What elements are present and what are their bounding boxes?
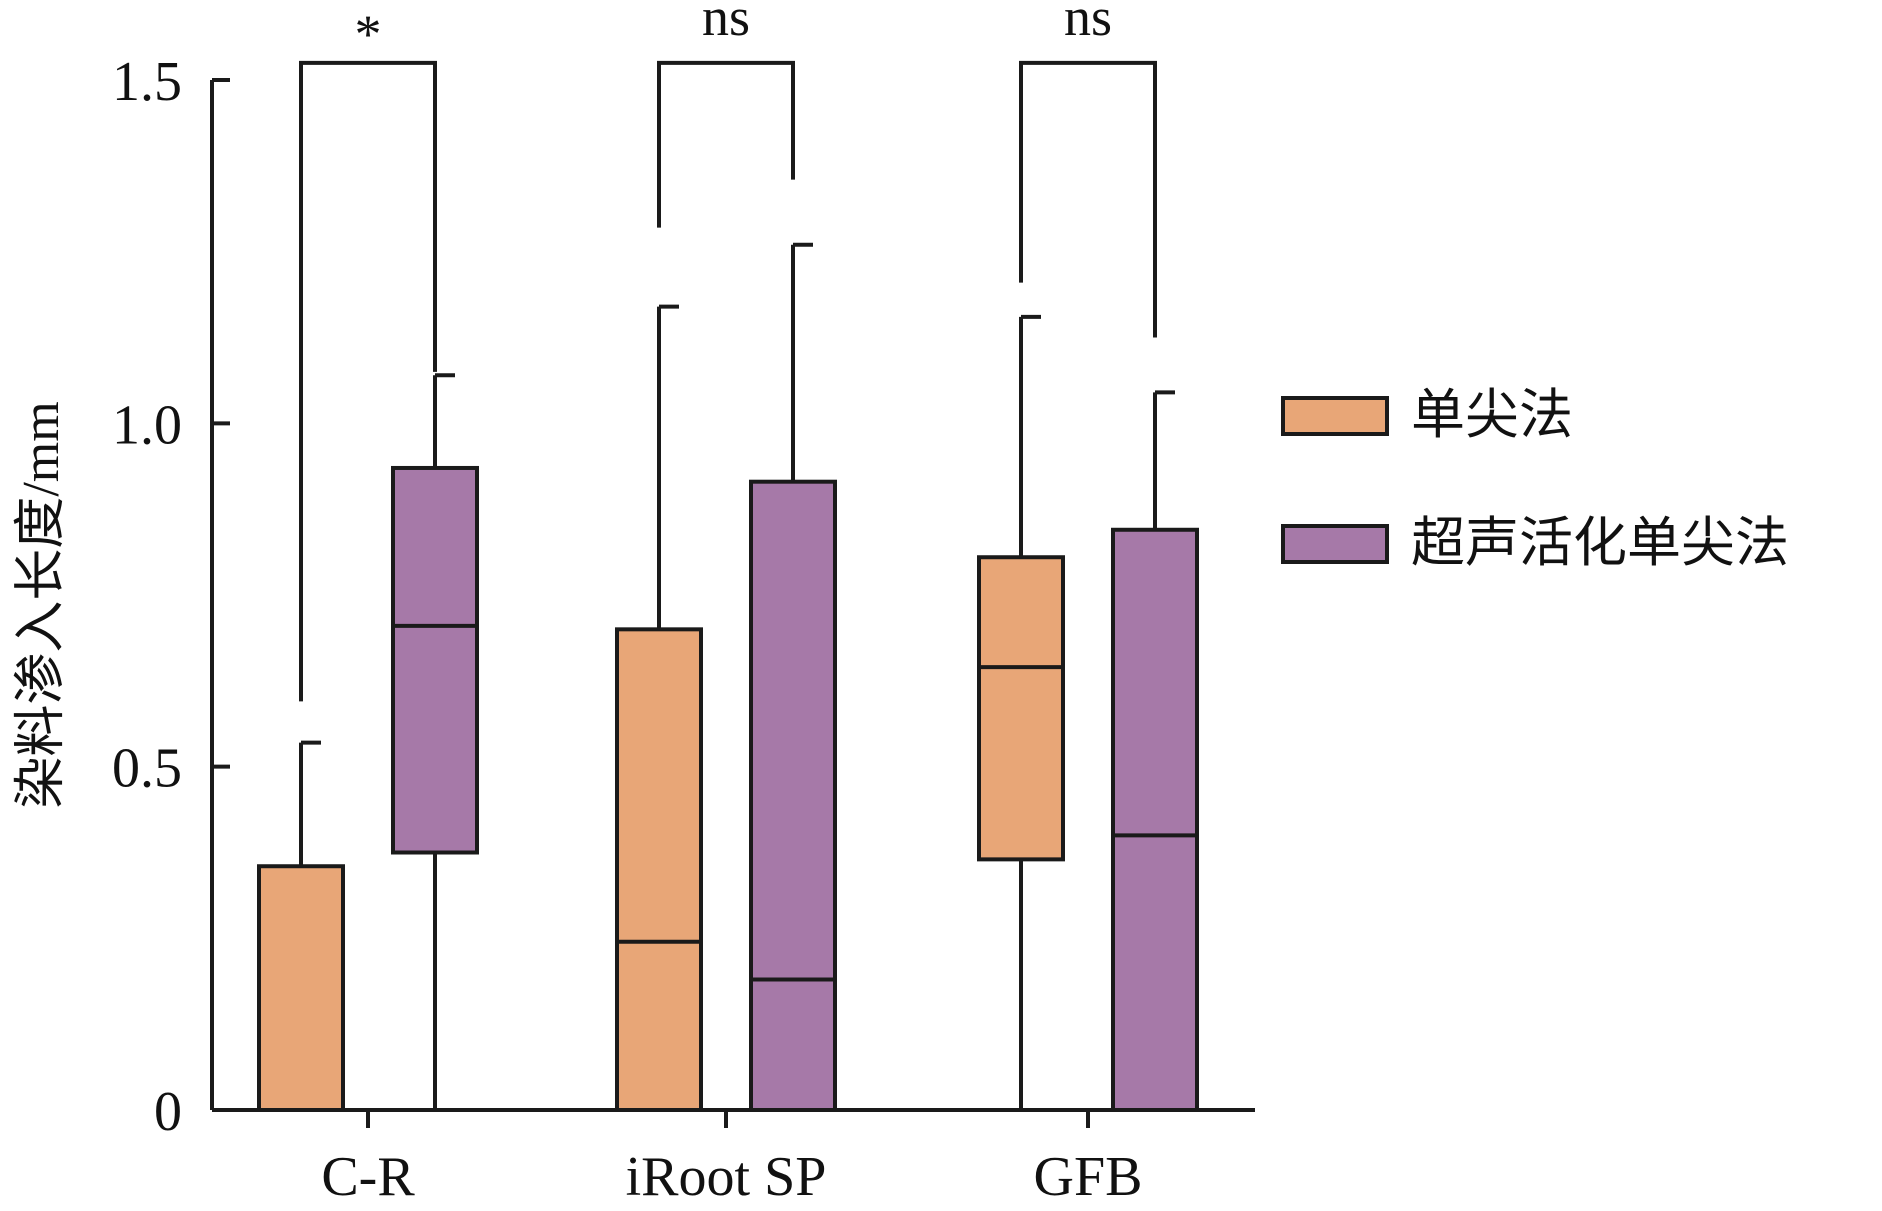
legend-label: 超声活化单尖法 (1411, 513, 1789, 573)
significance-label: ns (702, 0, 750, 47)
significance-label: * (355, 4, 382, 64)
significance-bracket (1019, 60, 1157, 338)
significance-bracket (299, 60, 437, 702)
y-axis-label: 染料渗入长度/mm (13, 401, 70, 808)
box (977, 555, 1065, 862)
legend-label: 单尖法 (1411, 385, 1573, 445)
box (749, 479, 837, 1112)
legend-swatch (1281, 524, 1389, 564)
y-tick-label: 0.5 (112, 738, 182, 800)
significance-bracket (657, 60, 795, 228)
y-tick-label: 1.0 (112, 394, 182, 456)
box (1111, 527, 1199, 1112)
y-tick-label: 0 (154, 1081, 182, 1143)
box (257, 864, 345, 1112)
significance-label: ns (1064, 0, 1112, 47)
box (615, 627, 703, 1112)
x-tick-label: GFB (1034, 1146, 1143, 1206)
box (391, 465, 479, 855)
x-tick-label: iRoot SP (626, 1146, 827, 1206)
legend-swatch (1281, 396, 1389, 436)
x-tick-label: C-R (321, 1146, 415, 1206)
y-tick-label: 1.5 (112, 51, 182, 113)
